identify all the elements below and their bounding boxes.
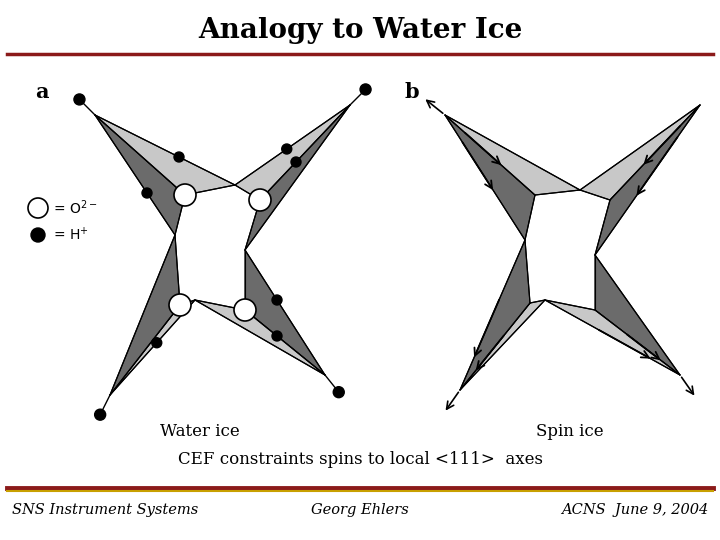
Polygon shape: [245, 250, 325, 375]
Circle shape: [74, 94, 85, 105]
Polygon shape: [110, 235, 180, 395]
Text: = H$^{+}$: = H$^{+}$: [53, 226, 89, 244]
Text: SNS Instrument Systems: SNS Instrument Systems: [12, 503, 198, 517]
Polygon shape: [445, 115, 535, 240]
Polygon shape: [245, 105, 350, 250]
Circle shape: [174, 184, 196, 206]
Text: b: b: [405, 82, 419, 102]
Polygon shape: [235, 105, 350, 200]
Circle shape: [291, 157, 301, 167]
Circle shape: [174, 152, 184, 162]
Circle shape: [360, 84, 371, 95]
Circle shape: [31, 228, 45, 242]
Circle shape: [234, 299, 256, 321]
Polygon shape: [460, 300, 545, 390]
Text: Georg Ehlers: Georg Ehlers: [311, 503, 409, 517]
Circle shape: [272, 331, 282, 341]
Polygon shape: [110, 300, 195, 395]
Circle shape: [94, 409, 106, 420]
Circle shape: [282, 144, 292, 154]
Text: Analogy to Water Ice: Analogy to Water Ice: [198, 17, 522, 44]
Polygon shape: [595, 255, 680, 375]
Polygon shape: [595, 105, 700, 255]
Circle shape: [142, 188, 152, 198]
Text: Spin ice: Spin ice: [536, 423, 604, 441]
Text: ACNS  June 9, 2004: ACNS June 9, 2004: [561, 503, 708, 517]
Polygon shape: [545, 300, 680, 375]
Polygon shape: [195, 300, 325, 375]
Circle shape: [333, 387, 344, 397]
Polygon shape: [95, 115, 235, 195]
Circle shape: [249, 189, 271, 211]
Polygon shape: [95, 115, 185, 235]
Text: CEF constraints spins to local <111>  axes: CEF constraints spins to local <111> axe…: [178, 451, 542, 469]
Circle shape: [152, 338, 162, 348]
Circle shape: [272, 295, 282, 305]
Polygon shape: [445, 115, 580, 195]
Circle shape: [169, 294, 191, 316]
Polygon shape: [460, 240, 530, 390]
Text: a: a: [35, 82, 49, 102]
Text: = O$^{2-}$: = O$^{2-}$: [53, 199, 97, 217]
Polygon shape: [580, 105, 700, 200]
Text: Water ice: Water ice: [160, 423, 240, 441]
Circle shape: [28, 198, 48, 218]
